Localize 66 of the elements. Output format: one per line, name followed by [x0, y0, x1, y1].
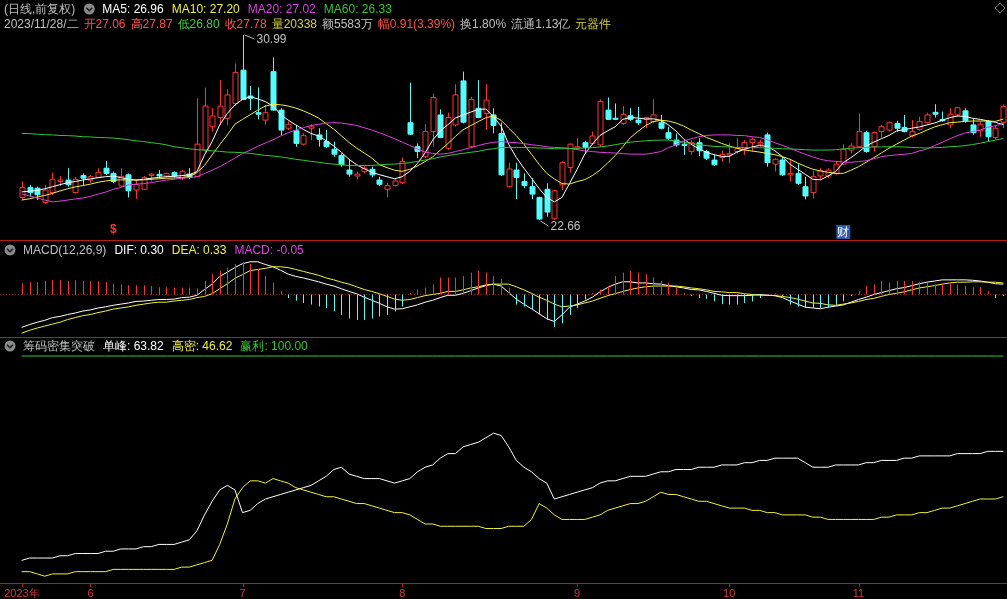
- chart-title: 筹码密集突破: [23, 339, 95, 353]
- series-label: DEA: 0.33: [171, 243, 227, 257]
- candlestick: [460, 71, 467, 124]
- candlestick: [551, 189, 558, 221]
- text: MA20: 27.02: [247, 2, 317, 16]
- x-tick-label: 6: [87, 587, 94, 599]
- series-label: 赢利: 100.00: [240, 339, 309, 353]
- candlestick: [407, 82, 414, 136]
- candlestick: [300, 132, 307, 146]
- candlestick: [323, 129, 330, 149]
- candlestick: [992, 124, 999, 140]
- text: MACD: -0.05: [234, 243, 305, 257]
- candlestick: [772, 157, 779, 173]
- candlestick: [498, 122, 505, 177]
- candlestick: [787, 158, 794, 183]
- chart-title: MACD(12,26,9): [23, 243, 107, 257]
- x-tick-label: 11: [852, 587, 865, 599]
- candlestick: [475, 79, 482, 119]
- candlestick: [171, 170, 178, 178]
- candlestick: [163, 172, 170, 178]
- candlestick: [468, 96, 475, 149]
- text: DIF: 0.30: [114, 243, 165, 257]
- candlestick: [711, 154, 718, 167]
- x-tick-label: 10: [723, 587, 736, 599]
- text: 财: [837, 225, 850, 239]
- candlestick: [285, 121, 292, 131]
- text: 2023/11/28/二 开27.06 高27.87 低26.80 收27.78 量20338 额5583万 幅0.91(3.39%) 换1.80% 流通1.13亿 元器件: [4, 17, 612, 31]
- candlestick: [795, 163, 802, 186]
- candlestick: [346, 159, 353, 178]
- candlestick: [148, 172, 155, 183]
- candlestick: [779, 156, 786, 177]
- x-tick-label: 9: [574, 587, 581, 599]
- candlestick: [354, 171, 361, 180]
- x-tick-label: 7: [239, 587, 246, 599]
- annotation: 30.99: [256, 32, 287, 46]
- candlestick: [270, 57, 277, 112]
- candlestick: [506, 162, 513, 188]
- candlestick: [262, 104, 269, 126]
- candlestick: [376, 176, 383, 187]
- text: MA10: 27.20: [171, 2, 241, 16]
- candlestick: [665, 126, 672, 141]
- text: MA5: 26.96: [102, 2, 165, 16]
- candlestick: [985, 119, 992, 143]
- candlestick: [932, 103, 939, 119]
- chart-title: (日线,前复权): [4, 2, 76, 16]
- candlestick: [156, 169, 163, 179]
- candlestick: [293, 124, 300, 148]
- candlestick: [521, 172, 528, 189]
- candlestick: [308, 123, 315, 141]
- candlestick: [1000, 103, 1007, 129]
- text: 单峰: 63.82: [103, 339, 165, 353]
- candlestick: [255, 87, 262, 120]
- x-tick-label: 8: [399, 587, 406, 599]
- candlestick: [278, 107, 285, 137]
- candlestick: [658, 114, 665, 130]
- candlestick: [513, 162, 520, 200]
- candlestick: [331, 141, 338, 158]
- text: 高密: 46.62: [171, 339, 233, 353]
- text: $: [109, 222, 117, 236]
- candlestick: [437, 108, 444, 139]
- x-tick-label: 2023年: [4, 587, 40, 599]
- candlestick: [802, 176, 809, 200]
- text: MA60: 26.33: [323, 2, 393, 16]
- annotation: 22.66: [550, 219, 581, 233]
- candlestick: [80, 172, 87, 186]
- candlestick: [338, 152, 345, 168]
